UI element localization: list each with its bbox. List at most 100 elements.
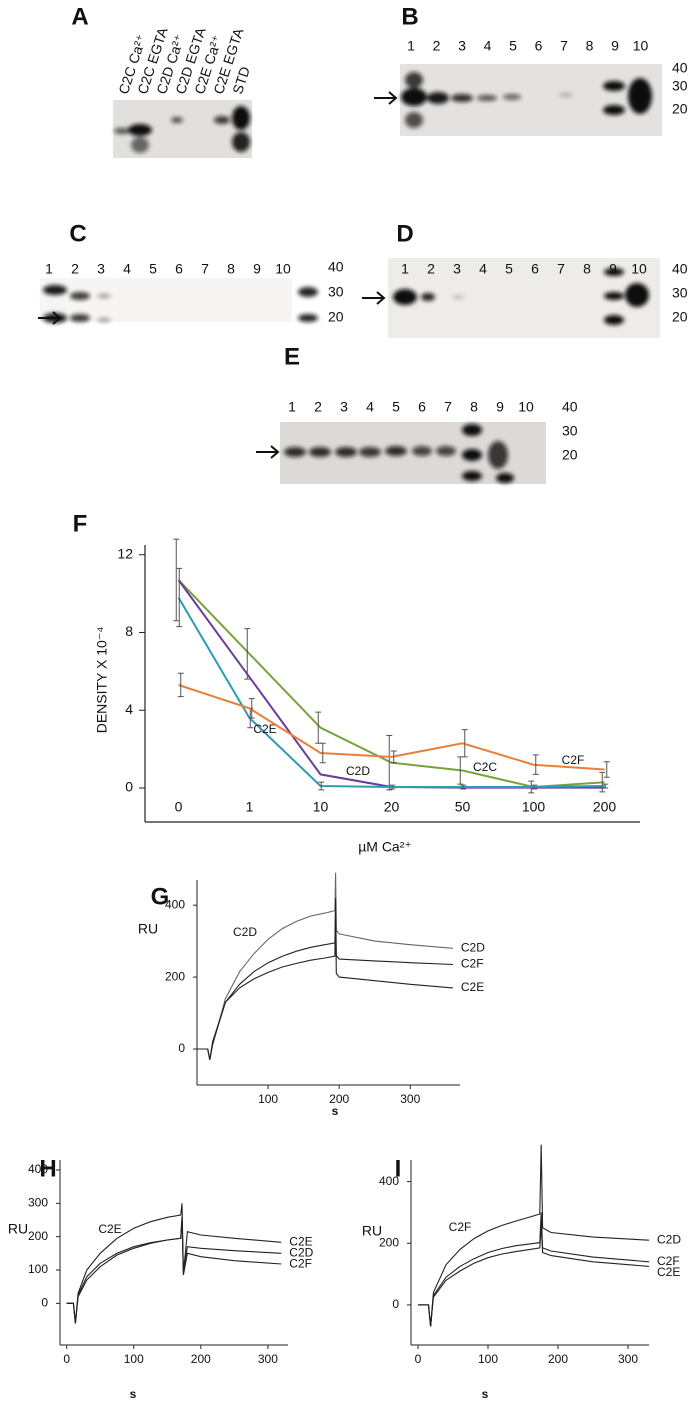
y-axis-label: DENSITY X 10⁻⁴ bbox=[94, 627, 110, 734]
lane-number: 1 bbox=[288, 399, 296, 415]
series-label: C2F bbox=[562, 753, 585, 767]
mw-marker: 20 bbox=[672, 101, 688, 117]
lane-number: 8 bbox=[586, 38, 594, 54]
y-tick-label: 0 bbox=[178, 1041, 185, 1055]
error-bar bbox=[244, 628, 251, 680]
blot-band bbox=[70, 314, 90, 322]
mw-marker: 20 bbox=[328, 309, 344, 325]
x-tick-label: 100 bbox=[124, 1352, 144, 1366]
sensorgram-line bbox=[197, 905, 453, 1060]
blot-band bbox=[451, 94, 473, 102]
error-bar bbox=[531, 784, 538, 790]
lane-number: 2 bbox=[427, 261, 435, 277]
sensorgram-line bbox=[66, 1219, 282, 1324]
mw-marker: 30 bbox=[328, 284, 344, 300]
blot-band bbox=[603, 105, 625, 115]
series-label: C2E bbox=[461, 980, 484, 994]
blot-band bbox=[43, 313, 67, 323]
analyte-label: C2F bbox=[449, 1220, 472, 1234]
series-line bbox=[177, 596, 605, 788]
y-tick-label: 0 bbox=[392, 1297, 399, 1311]
mw-marker: 20 bbox=[562, 447, 578, 463]
panel-label: B bbox=[401, 3, 418, 30]
x-tick-label: 200 bbox=[191, 1352, 211, 1366]
error-bar bbox=[461, 729, 468, 758]
x-axis-label: s bbox=[482, 1387, 489, 1401]
lane-number: 2 bbox=[71, 261, 79, 277]
blot-band bbox=[298, 287, 318, 297]
blot-bands bbox=[43, 72, 652, 483]
panel-label: I bbox=[395, 1155, 402, 1182]
panel-label: A bbox=[71, 3, 88, 30]
lane-number: 4 bbox=[123, 261, 131, 277]
lane-number: 8 bbox=[227, 261, 235, 277]
lane-number: 7 bbox=[201, 261, 209, 277]
blot-band bbox=[393, 289, 417, 305]
lane-number: 6 bbox=[535, 38, 543, 54]
y-tick-label: 200 bbox=[379, 1235, 399, 1249]
lane-number: 3 bbox=[453, 261, 461, 277]
lane-number: 10 bbox=[518, 399, 534, 415]
lane-number: 5 bbox=[509, 38, 517, 54]
blot-band bbox=[427, 92, 449, 104]
blot-band bbox=[97, 318, 111, 322]
blot-band bbox=[171, 117, 183, 123]
x-tick-label: 100 bbox=[478, 1352, 498, 1366]
x-axis-label: µM Ca²⁺ bbox=[358, 839, 412, 855]
blot-band bbox=[232, 106, 250, 130]
mw-marker: 40 bbox=[672, 60, 688, 76]
blot-band bbox=[604, 292, 624, 300]
blot-band bbox=[232, 132, 250, 152]
blot-band bbox=[43, 285, 67, 295]
lane-number: 1 bbox=[45, 261, 53, 277]
y-tick-label: 200 bbox=[165, 969, 185, 983]
x-axis-label: s bbox=[130, 1387, 137, 1401]
error-bar bbox=[173, 538, 180, 622]
blot-band bbox=[70, 292, 90, 300]
series-line bbox=[178, 684, 605, 771]
blot-band bbox=[625, 283, 649, 307]
blot-band bbox=[114, 128, 130, 134]
series-label: C2D bbox=[346, 764, 370, 778]
lane-number: 3 bbox=[97, 261, 105, 277]
blot-band bbox=[405, 72, 423, 88]
error-bar bbox=[599, 771, 606, 793]
lane-number: 1 bbox=[401, 261, 409, 277]
lane-number: 6 bbox=[418, 399, 426, 415]
y-tick-label: 100 bbox=[28, 1262, 48, 1276]
panel-label: F bbox=[73, 510, 88, 537]
error-bar bbox=[319, 742, 326, 764]
lane-number: 9 bbox=[609, 261, 617, 277]
blot-band bbox=[97, 294, 111, 298]
series-label: C2F bbox=[461, 957, 484, 971]
x-tick-label: 300 bbox=[618, 1352, 638, 1366]
y-tick-label: 400 bbox=[28, 1162, 48, 1176]
lane-number: 6 bbox=[175, 261, 183, 277]
y-tick-label: 0 bbox=[125, 779, 133, 795]
x-tick-label: 0 bbox=[63, 1352, 70, 1366]
y-tick-label: 400 bbox=[379, 1174, 399, 1188]
mw-marker: 40 bbox=[562, 399, 578, 415]
blot-band bbox=[503, 94, 521, 100]
lane-number: 7 bbox=[560, 38, 568, 54]
blot-band bbox=[488, 441, 508, 469]
blot-band bbox=[309, 447, 331, 457]
error-bar bbox=[390, 750, 397, 764]
panel-label: E bbox=[284, 343, 300, 370]
lane-number: 6 bbox=[531, 261, 539, 277]
y-tick-label: 400 bbox=[165, 897, 185, 911]
blot-band bbox=[401, 88, 427, 106]
blot-band bbox=[284, 447, 306, 457]
blot-band bbox=[214, 116, 230, 124]
x-tick-label: 200 bbox=[593, 799, 617, 815]
series-label: C2D bbox=[657, 1232, 681, 1246]
x-tick-label: 20 bbox=[384, 799, 400, 815]
blot-band bbox=[405, 112, 423, 128]
blot-band bbox=[385, 446, 407, 456]
lane-number: 9 bbox=[496, 399, 504, 415]
analyte-label: C2D bbox=[233, 925, 257, 939]
panel-label: D bbox=[396, 220, 413, 247]
blot-band bbox=[359, 447, 381, 457]
panel-label: C bbox=[69, 220, 86, 247]
blot-band bbox=[559, 93, 573, 97]
